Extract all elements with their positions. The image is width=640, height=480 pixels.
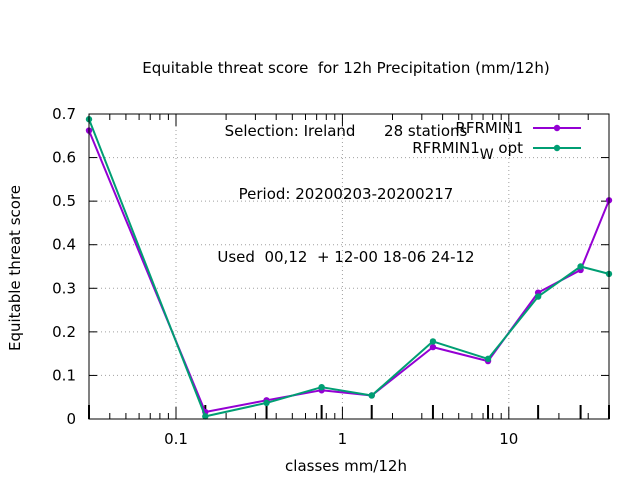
plot-frame (88, 113, 610, 420)
chart-title: Equitable threat score for 12h Precipita… (0, 16, 640, 289)
y-tick-label: 0.7 (52, 105, 76, 123)
y-tick-label: 0.2 (52, 323, 76, 341)
title-line: Selection: Ireland 28 stations (224, 122, 468, 140)
data-point (429, 338, 437, 345)
title-line: Period: 20200203-20200217 (238, 185, 454, 203)
legend-marker (553, 144, 561, 152)
legend-entry: RFRMIN1 (455, 119, 581, 137)
title-line: Equitable threat score for 12h Precipita… (142, 59, 550, 77)
data-point (429, 343, 437, 351)
legend-marker (553, 124, 561, 132)
data-series (85, 116, 613, 420)
series-line (88, 130, 610, 413)
data-point (534, 293, 542, 300)
data-point (577, 263, 584, 270)
legend-label: RFRMIN1 (455, 119, 523, 137)
x-tick-label: 0.1 (164, 430, 188, 448)
series-2 (85, 116, 613, 420)
data-point (368, 392, 375, 399)
legend-label: RFRMIN1W opt (412, 139, 523, 163)
y-tick-label: 0.1 (52, 366, 76, 384)
y-tick-label: 0.6 (52, 149, 76, 167)
data-point (263, 399, 270, 407)
legend-entry: RFRMIN1W opt (412, 139, 581, 163)
y-tick-label: 0.4 (52, 236, 76, 254)
axis-ticks (88, 113, 610, 420)
data-point (202, 413, 209, 420)
y-tick-label: 0.3 (52, 279, 76, 297)
y-axis-label: Equitable threat score (6, 185, 24, 351)
data-point (318, 383, 325, 391)
tick-labels: 0 0.1 0.2 0.3 0.4 0.5 0.6 0.7 0.1 1 10 (52, 105, 518, 448)
title-line: Used 00,12 + 12-00 18-06 24-12 (217, 248, 475, 266)
series-1 (85, 127, 613, 416)
data-point (484, 355, 492, 363)
y-tick-label: 0 (66, 410, 76, 428)
x-tick-label: 10 (499, 430, 518, 448)
x-axis-label: classes mm/12h (285, 457, 407, 475)
x-tick-label: 1 (338, 430, 348, 448)
grid (89, 114, 609, 419)
series-line (88, 118, 610, 418)
legend: RFRMIN1 RFRMIN1W opt (412, 119, 581, 163)
y-tick-label: 0.5 (52, 192, 76, 210)
